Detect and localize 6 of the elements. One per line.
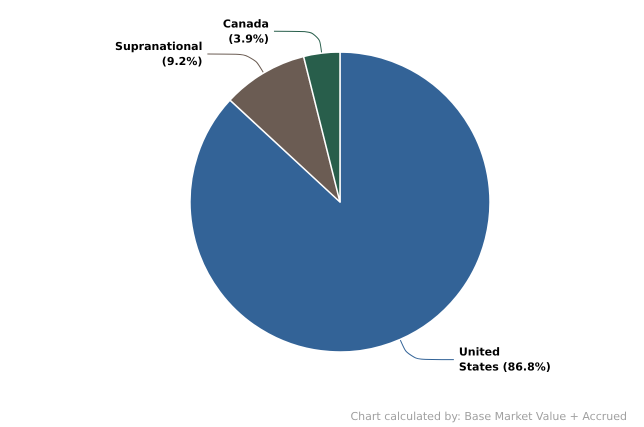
slice-label: Canada (222, 17, 269, 30)
slice-label: Supranational (115, 40, 202, 53)
text: Chart calculated by: Base Market Value + Accrued (350, 410, 628, 423)
slice-label: United States (86.8%) (458, 346, 551, 374)
data-label: (9.2%) (162, 55, 202, 68)
data-label: (3.9%) (228, 32, 269, 46)
